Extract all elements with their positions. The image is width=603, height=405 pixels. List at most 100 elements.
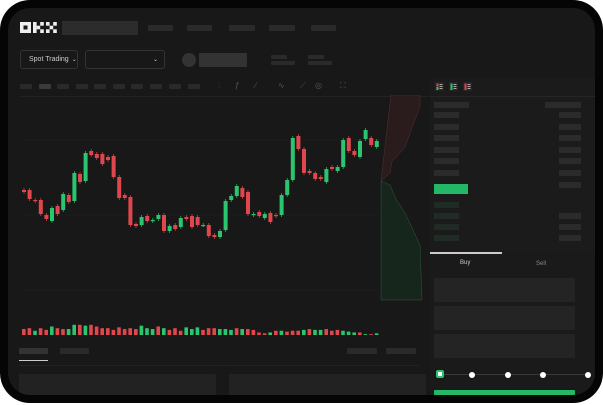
slider-step[interactable] xyxy=(469,372,475,378)
interval-button[interactable] xyxy=(57,84,69,89)
candle-body xyxy=(313,173,318,179)
volume-bar xyxy=(167,329,172,335)
candle-body xyxy=(178,218,183,227)
pair-price xyxy=(199,53,247,67)
candle-body xyxy=(122,195,127,198)
orderbook-header xyxy=(434,102,469,108)
interval-button[interactable] xyxy=(150,84,162,89)
filter-button[interactable] xyxy=(386,348,416,354)
leverage-slider[interactable] xyxy=(436,370,591,378)
indicator-icon[interactable]: ƒ xyxy=(235,81,240,90)
candle-body xyxy=(206,225,211,236)
volume-bar xyxy=(66,329,71,335)
volume-bar xyxy=(369,334,373,335)
candle-body xyxy=(139,217,144,225)
trade-panel: Buy Sell xyxy=(430,252,595,395)
candle-body xyxy=(374,141,379,147)
app-screen: Spot Trading ⌄ ⌄ ⫶ ƒ ∕ ∿ ⟋ ◎ ⛶ Buy Sell xyxy=(8,8,595,395)
ruler-icon[interactable]: ∿ xyxy=(278,81,285,90)
total-input[interactable] xyxy=(434,334,575,358)
candle-body xyxy=(44,215,49,219)
interval-button[interactable] xyxy=(94,84,106,89)
buy-button[interactable] xyxy=(434,390,575,395)
bid-size xyxy=(559,224,581,230)
volume-bar xyxy=(324,329,328,335)
search-bar[interactable] xyxy=(62,21,138,35)
volume-bar xyxy=(106,328,110,335)
ask-size xyxy=(559,158,581,164)
volume-bar xyxy=(94,326,99,335)
orders-panel xyxy=(19,374,216,395)
ask-size xyxy=(559,112,581,118)
active-tab-indicator xyxy=(19,360,48,361)
interval-button[interactable] xyxy=(169,84,181,89)
candle-body xyxy=(134,224,138,226)
order-book xyxy=(430,78,595,254)
candle-body xyxy=(184,217,189,219)
ask-price xyxy=(434,112,459,118)
nav-item[interactable] xyxy=(311,25,336,31)
camera-icon[interactable]: ⟋ xyxy=(300,81,306,90)
okx-logo[interactable] xyxy=(20,22,57,34)
tab-open-orders[interactable] xyxy=(19,348,48,354)
nav-item[interactable] xyxy=(148,25,173,31)
volume-bar xyxy=(251,329,256,335)
volume-bar xyxy=(139,325,144,335)
active-tab-indicator xyxy=(430,252,502,254)
nav-item[interactable] xyxy=(229,25,255,31)
volume-bar xyxy=(318,329,323,335)
price-input[interactable] xyxy=(434,278,575,302)
volume-bar xyxy=(128,328,132,335)
spot-trading-selector[interactable]: Spot Trading ⌄ xyxy=(20,50,78,69)
candle-body xyxy=(229,196,234,200)
volume-bar xyxy=(335,329,340,335)
candle-body xyxy=(223,201,228,230)
line-tool-icon[interactable]: ∕ xyxy=(255,81,257,90)
nav-item[interactable] xyxy=(269,25,295,31)
volume-bar xyxy=(290,330,295,335)
volume-bar xyxy=(296,330,300,335)
nav-item[interactable] xyxy=(187,25,212,31)
stat-label xyxy=(308,55,324,59)
fullscreen-icon[interactable]: ⛶ xyxy=(340,81,346,90)
interval-button[interactable] xyxy=(131,84,143,89)
tab-sell[interactable]: Sell xyxy=(536,261,547,267)
volume-bar xyxy=(363,334,368,335)
candle-body xyxy=(195,217,200,225)
pair-selector[interactable]: ⌄ xyxy=(85,50,165,69)
settings-icon[interactable]: ◎ xyxy=(315,81,322,90)
orderbook-view-toggles[interactable] xyxy=(435,82,483,92)
slider-step[interactable] xyxy=(505,372,511,378)
interval-button[interactable] xyxy=(76,84,88,89)
divider xyxy=(430,96,595,97)
amount-input[interactable] xyxy=(434,306,575,330)
coin-icon xyxy=(182,53,196,67)
candlestick-chart[interactable] xyxy=(8,95,430,335)
interval-button[interactable] xyxy=(39,84,51,89)
volume-bar xyxy=(279,330,284,335)
volume-bar xyxy=(50,326,54,335)
volume-bar xyxy=(27,328,32,335)
candle-body xyxy=(106,157,110,160)
candle-type-icon[interactable]: ⫶ xyxy=(218,81,220,90)
candle-body xyxy=(268,213,273,222)
candle-body xyxy=(212,235,217,237)
slider-step[interactable] xyxy=(540,372,546,378)
candle-body xyxy=(240,188,245,197)
filter-button[interactable] xyxy=(347,348,377,354)
volume-bar xyxy=(100,328,104,335)
tab-buy[interactable]: Buy xyxy=(460,260,471,266)
tab-order-history[interactable] xyxy=(60,348,89,354)
interval-button[interactable] xyxy=(188,84,200,89)
interval-button[interactable] xyxy=(20,84,32,89)
candle-body xyxy=(330,167,334,169)
volume-bar xyxy=(38,328,43,335)
interval-button[interactable] xyxy=(113,84,125,89)
volume-bar xyxy=(341,330,345,335)
ask-price xyxy=(434,158,459,164)
slider-step[interactable] xyxy=(585,372,591,378)
slider-handle[interactable] xyxy=(436,370,444,378)
ask-price xyxy=(434,170,459,176)
candle-body xyxy=(128,197,133,225)
volume-bar xyxy=(274,330,278,335)
